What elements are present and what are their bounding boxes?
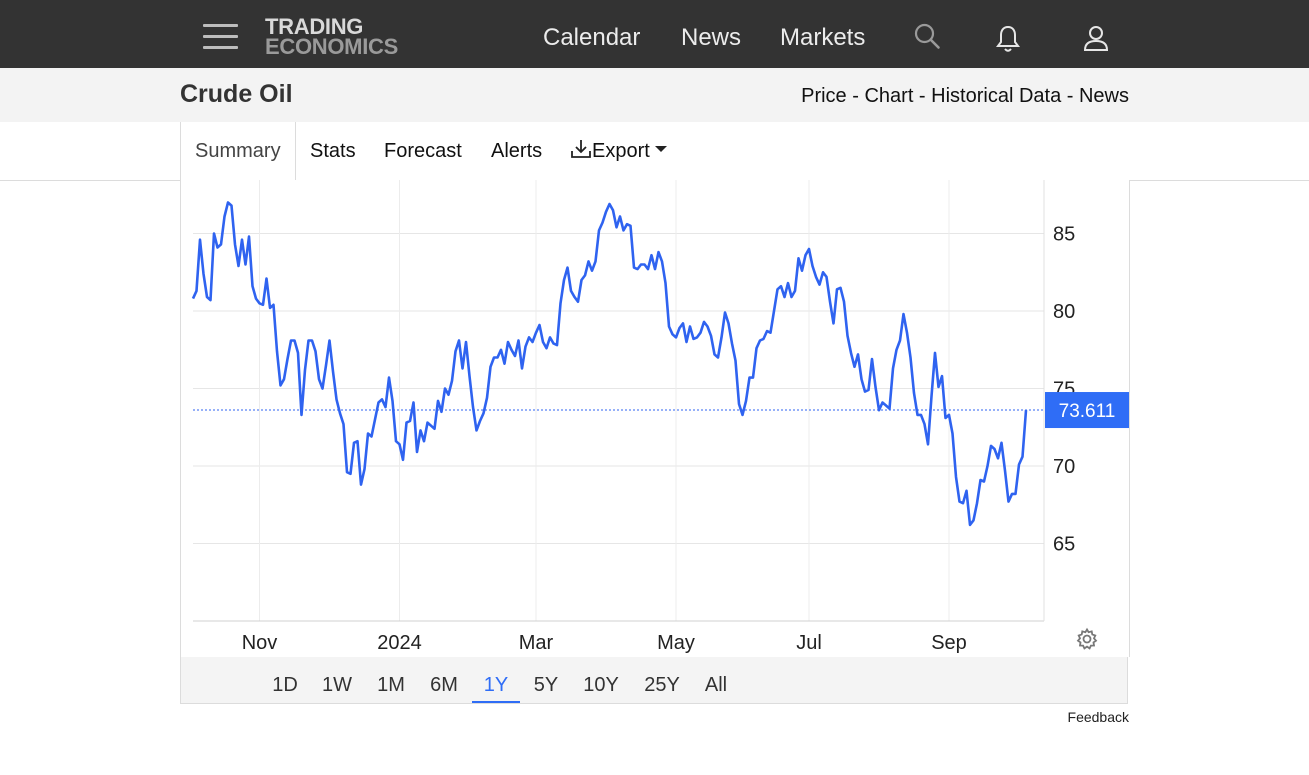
nav-news[interactable]: News: [681, 24, 742, 51]
y-tick-label: 80: [1053, 301, 1075, 323]
breadcrumb-news[interactable]: News: [1078, 85, 1129, 107]
y-tick-label: 85: [1053, 224, 1075, 246]
last-price-label: 73.611: [1059, 401, 1116, 422]
breadcrumb-separator: -: [846, 85, 865, 107]
bell-icon[interactable]: [995, 24, 1021, 59]
price-series-line: [191, 201, 1028, 527]
range-1w[interactable]: 1W: [322, 674, 352, 696]
page-title: Crude Oil: [180, 80, 293, 108]
user-icon[interactable]: [1082, 24, 1110, 57]
caret-down-icon: [654, 146, 667, 152]
range-5y[interactable]: 5Y: [533, 674, 559, 696]
menu-icon[interactable]: [203, 22, 238, 50]
title-bar: [0, 68, 1309, 122]
last-price-badge: [1045, 392, 1129, 429]
tab-alerts[interactable]: Alerts: [491, 140, 543, 162]
download-icon: [571, 140, 591, 158]
export-label: Export: [592, 140, 650, 162]
breadcrumb: Price - Chart - Historical Data - News: [801, 85, 1129, 108]
breadcrumb-price[interactable]: Price: [801, 85, 847, 107]
top-navbar: [0, 0, 1309, 68]
search-icon[interactable]: [913, 22, 941, 55]
tab-summary[interactable]: Summary: [180, 122, 296, 181]
x-tick-label: 2024: [377, 632, 422, 654]
breadcrumb-chart[interactable]: Chart: [864, 85, 914, 107]
x-tick-label: Sep: [931, 632, 967, 654]
chart-container: 85 80 75 70 65 Nov 2024 Mar May Jul Sep 73.611: [180, 180, 1130, 657]
range-selector: 1D 1W 1M 6M 1Y 5Y 10Y 25Y All: [180, 657, 1128, 704]
tab-forecast[interactable]: Forecast: [384, 140, 462, 162]
y-tick-label: 70: [1053, 456, 1075, 478]
range-1y[interactable]: 1Y: [472, 657, 520, 703]
feedback-link[interactable]: Feedback: [1067, 709, 1129, 725]
logo-line1: TRADING: [265, 14, 364, 39]
tab-export[interactable]: Export: [570, 122, 668, 180]
range-6m[interactable]: 6M: [430, 674, 458, 696]
tab-stats[interactable]: Stats: [310, 140, 356, 162]
range-25y[interactable]: 25Y: [644, 674, 680, 696]
breadcrumb-historical-data[interactable]: Historical Data: [931, 85, 1062, 107]
tab-bar: Summary Stats Forecast Alerts Export: [0, 122, 1309, 181]
breadcrumb-separator: -: [1061, 85, 1079, 107]
range-all[interactable]: All: [704, 674, 728, 696]
x-tick-label: May: [657, 632, 695, 654]
logo[interactable]: TRADING ECONOMICS: [265, 14, 398, 59]
y-tick-label: 65: [1053, 534, 1075, 556]
nav-markets[interactable]: Markets: [780, 24, 866, 51]
nav-calendar[interactable]: Calendar: [543, 24, 641, 51]
x-tick-label: Mar: [519, 632, 554, 654]
x-tick-label: Jul: [796, 632, 822, 654]
range-10y[interactable]: 10Y: [583, 674, 619, 696]
range-1m[interactable]: 1M: [377, 674, 405, 696]
logo-line2: ECONOMICS: [265, 34, 398, 59]
x-tick-label: Nov: [242, 632, 278, 654]
gear-icon[interactable]: [1075, 627, 1099, 656]
range-1d[interactable]: 1D: [272, 674, 298, 696]
breadcrumb-separator: -: [913, 85, 932, 107]
